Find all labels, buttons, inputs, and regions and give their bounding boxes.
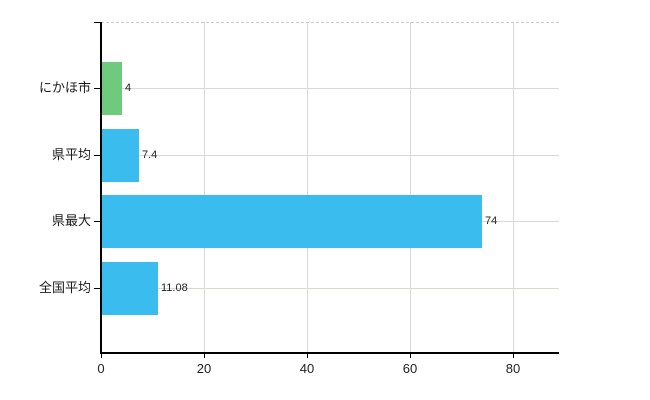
- category-label: にかほ市: [38, 80, 91, 95]
- y-gridline: [101, 288, 559, 289]
- x-tick-label: 0: [97, 361, 105, 376]
- y-axis-tick: [94, 221, 101, 222]
- category-label: 県最大: [51, 213, 91, 228]
- y-axis: [100, 22, 102, 354]
- bar-3: [101, 195, 482, 248]
- x-tick-label: 60: [402, 361, 418, 376]
- y-gridline: [101, 88, 559, 89]
- category-label: 県平均: [51, 147, 91, 162]
- x-gridline: [410, 22, 411, 353]
- value-label: 7.4: [142, 149, 158, 161]
- y-gridline: [101, 155, 559, 156]
- x-axis-tick: [101, 354, 102, 358]
- x-axis-tick: [513, 354, 514, 358]
- value-label: 11.08: [161, 282, 188, 294]
- y-axis-tick: [94, 288, 101, 289]
- x-tick-label: 20: [196, 361, 212, 376]
- y-axis-tick: [94, 88, 101, 89]
- bar-2: [101, 129, 139, 182]
- value-label: 4: [125, 82, 132, 94]
- x-axis-tick: [307, 354, 308, 358]
- value-label: 74: [485, 215, 498, 227]
- x-axis: [100, 352, 559, 354]
- category-label: 全国平均: [38, 280, 91, 295]
- x-axis-tick: [204, 354, 205, 358]
- bar-1: [101, 62, 122, 115]
- x-gridline: [307, 22, 308, 353]
- y-axis-top-tick: [94, 22, 101, 23]
- x-gridline: [204, 22, 205, 353]
- plot-top-border: [101, 22, 559, 23]
- bar-4: [101, 262, 158, 315]
- x-axis-tick: [410, 354, 411, 358]
- x-tick-label: 40: [299, 361, 315, 376]
- x-gridline: [513, 22, 514, 353]
- x-tick-label: 80: [505, 361, 521, 376]
- y-axis-tick: [94, 155, 101, 156]
